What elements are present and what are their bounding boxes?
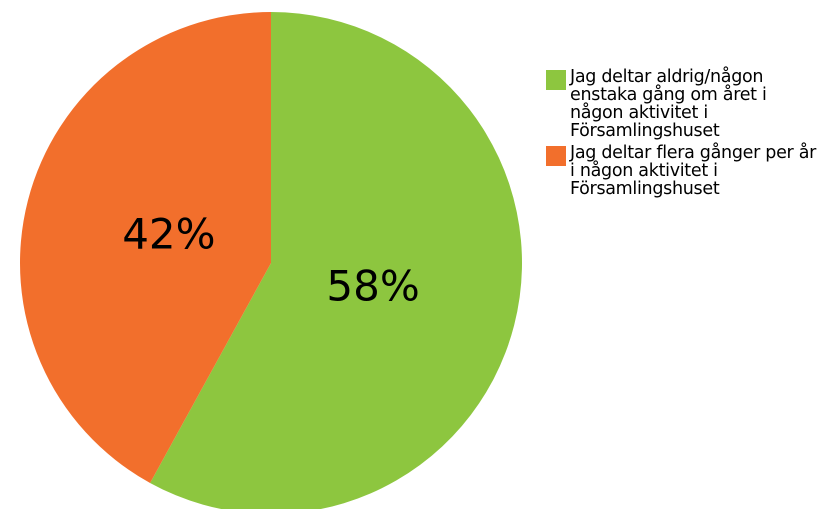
pie-slice (19, 12, 271, 483)
legend: Jag deltar aldrig/någon enstaka gång om … (546, 68, 816, 202)
legend-label: Jag deltar flera gånger per år i någon a… (570, 143, 817, 199)
legend-item: Jag deltar flera gånger per år i någon a… (546, 144, 816, 198)
legend-swatch (546, 70, 566, 90)
legend-item: Jag deltar aldrig/någon enstaka gång om … (546, 68, 816, 140)
data-label: 42% (122, 209, 215, 258)
pie-slice (150, 12, 522, 509)
legend-label: Jag deltar aldrig/någon enstaka gång om … (570, 67, 767, 141)
legend-swatch (546, 146, 566, 166)
data-label: 58% (326, 262, 419, 311)
